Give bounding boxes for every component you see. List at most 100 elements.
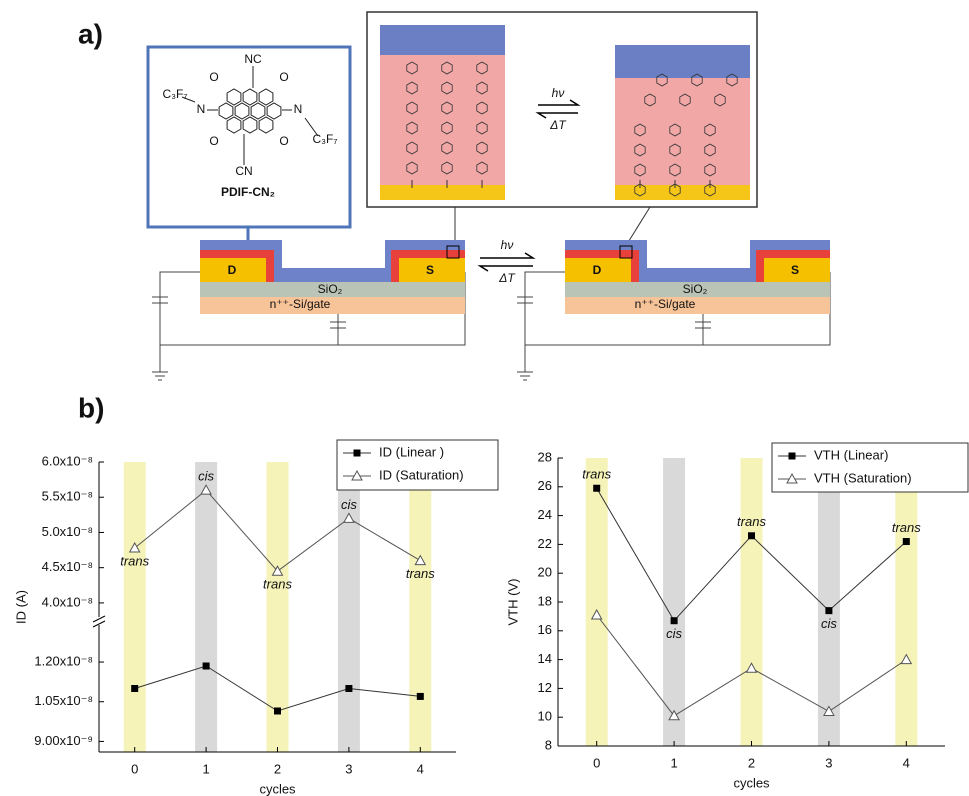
ring (704, 123, 716, 137)
y-tick-label: 18 (538, 593, 552, 608)
atom-label: N (294, 102, 303, 116)
point-label: trans (263, 577, 292, 592)
arrow (538, 99, 581, 106)
x-tick-label: 4 (417, 761, 424, 776)
oxide-layer (565, 282, 830, 297)
molecular-chains (406, 61, 738, 197)
legend-marker (351, 469, 363, 481)
data-point (416, 692, 424, 700)
panel-label: a) (78, 18, 103, 49)
legend-marker (788, 452, 796, 460)
gate-layer (200, 297, 465, 314)
x-tick-label: 1 (670, 755, 677, 770)
ring (218, 102, 234, 120)
legend-label: VTH (Saturation) (814, 470, 912, 485)
ring (441, 61, 453, 75)
y-tick-label: 5.5x10⁻⁸ (42, 489, 93, 504)
arrow-label: ΔT (498, 271, 516, 285)
ring (726, 73, 738, 87)
cycle-band (663, 458, 686, 746)
molecule-box (146, 45, 352, 229)
point-label: cis (198, 469, 214, 484)
y-tick-label: 4.0x10⁻⁸ (42, 594, 93, 609)
electrode (764, 258, 830, 282)
y-tick-label: 4.5x10⁻⁸ (42, 559, 93, 574)
ring (644, 93, 656, 107)
switch-arrow (477, 99, 581, 272)
ring (691, 73, 703, 87)
y-tick-label: 22 (538, 536, 552, 551)
data-point (202, 662, 210, 670)
atom-label: O (209, 134, 218, 148)
cycle-band (409, 462, 432, 752)
y-tick-label: 14 (538, 651, 552, 666)
molecule-name: PDIF-CN₂ (221, 185, 275, 199)
x-tick-label: 0 (593, 755, 600, 770)
x-tick-label: 0 (131, 761, 138, 776)
ring (406, 81, 418, 95)
ring (226, 88, 242, 106)
data-point (825, 607, 833, 615)
x-tick-label: 3 (825, 755, 832, 770)
data-point (902, 538, 910, 546)
ring (441, 101, 453, 115)
oxide-label: SiO₂ (683, 282, 708, 296)
ring (406, 141, 418, 155)
cycle-band (895, 458, 918, 746)
data-point (343, 512, 355, 523)
y-tick-label: 6.0x10⁻⁸ (42, 453, 93, 468)
legend-marker (353, 449, 361, 457)
cycle-band (740, 458, 763, 746)
atom-label: C₃F₇ (312, 132, 337, 146)
panel-label: b) (78, 392, 104, 423)
data-point (345, 685, 353, 692)
arrow-label: hν (552, 86, 565, 100)
drain-label: D (593, 263, 602, 277)
y-tick-label: 20 (538, 565, 552, 580)
data-point (670, 617, 678, 625)
layer (615, 45, 750, 78)
ring (634, 123, 646, 137)
gate-label: n⁺⁺-Si/gate (270, 297, 331, 311)
ring (476, 81, 488, 95)
x-axis-title: cycles (259, 781, 296, 796)
layer (380, 25, 505, 55)
layer (380, 185, 505, 200)
molecule (181, 66, 319, 165)
ring (226, 116, 242, 134)
ring (266, 102, 282, 120)
point-label: cis (341, 497, 357, 512)
bond (181, 66, 319, 165)
ring (669, 123, 681, 137)
ring (704, 163, 716, 177)
y-tick-label: 12 (538, 680, 552, 695)
layer (380, 55, 505, 187)
ring (704, 183, 716, 197)
atom-label: N (197, 102, 206, 116)
y-axis-title: VTH (V) (505, 579, 520, 626)
point-label: cis (821, 616, 837, 631)
arrow-label: hν (501, 238, 514, 252)
gate-layer (565, 297, 830, 314)
ring (250, 102, 266, 120)
ring (634, 163, 646, 177)
layer (615, 185, 750, 200)
axis-break (92, 615, 106, 628)
legend-label: VTH (Linear) (814, 447, 888, 462)
data-point (593, 484, 601, 492)
y-tick-label: 10 (538, 709, 552, 724)
cycle-band (195, 462, 218, 752)
x-tick-label: 1 (202, 761, 209, 776)
cycle-band (337, 462, 360, 752)
x-tick-label: 4 (903, 755, 910, 770)
oxide-label: SiO₂ (318, 282, 343, 296)
ring (476, 61, 488, 75)
ring (714, 93, 726, 107)
y-tick-label: 26 (538, 478, 552, 493)
ring (669, 183, 681, 197)
data-point (274, 707, 281, 715)
ring (476, 101, 488, 115)
source-label: S (791, 263, 799, 277)
